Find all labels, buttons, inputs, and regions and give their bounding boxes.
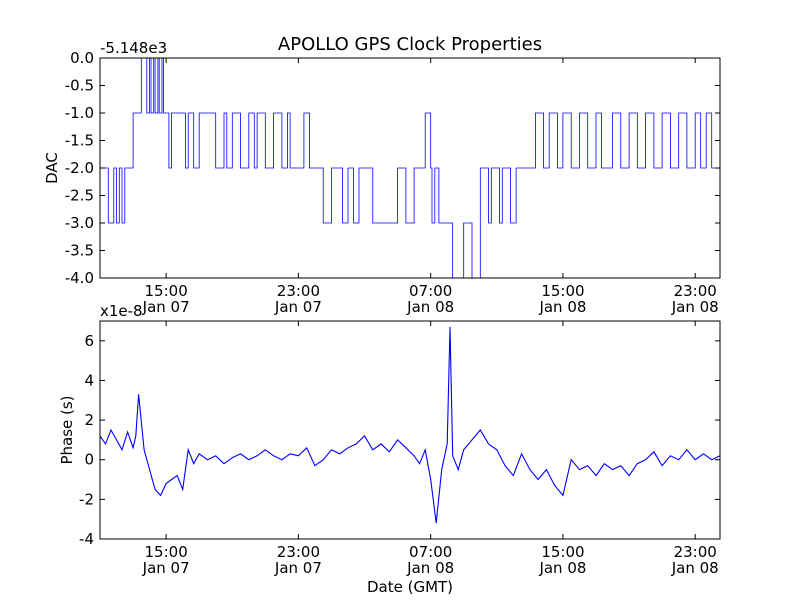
x-tick-date-label: Jan 07 — [142, 298, 190, 316]
x-tick-time-label: 23:00 — [674, 282, 717, 300]
x-tick-time-label: 15:00 — [145, 543, 188, 561]
x-tick-time-label: 15:00 — [541, 543, 584, 561]
x-tick-time-label: 15:00 — [145, 282, 188, 300]
y-tick-label: -3.0 — [65, 214, 94, 232]
x-tick-date-label: Jan 08 — [671, 559, 719, 577]
y-tick-label: -1.5 — [65, 132, 94, 150]
y-tick-label: -2.0 — [65, 159, 94, 177]
y-tick-label: 6 — [84, 332, 94, 350]
y-offset-label: -5.148e3 — [100, 39, 167, 57]
x-tick-date-label: Jan 08 — [538, 298, 586, 316]
y-tick-label: -2 — [79, 490, 94, 508]
plot-frame-2 — [99, 320, 721, 540]
x-tick-time-label: 23:00 — [277, 543, 320, 561]
y-tick-label: -4 — [79, 530, 94, 548]
y-tick-label: 0.0 — [70, 49, 94, 67]
y-axis-label: DAC — [43, 152, 61, 184]
x-tick-date-label: Jan 07 — [274, 559, 322, 577]
y-tick-label: -4.0 — [65, 269, 94, 287]
x-tick-time-label: 15:00 — [541, 282, 584, 300]
y-tick-label: -1.0 — [65, 104, 94, 122]
series-line-2-1 — [99, 326, 721, 524]
x-tick-time-label: 07:00 — [409, 543, 452, 561]
y-tick-label: 4 — [84, 371, 94, 389]
x-tick-time-label: 23:00 — [277, 282, 320, 300]
x-tick-time-label: 07:00 — [409, 282, 452, 300]
x-tick-time-label: 23:00 — [674, 543, 717, 561]
y-axis-label: Phase (s) — [58, 395, 76, 464]
y-offset-label: x1e-8 — [100, 302, 143, 320]
x-axis-label: Date (GMT) — [367, 578, 453, 596]
y-tick-label: -2.5 — [65, 187, 94, 205]
figure-title: APOLLO GPS Clock Properties — [278, 34, 542, 55]
x-tick-date-label: Jan 08 — [406, 559, 454, 577]
x-tick-date-label: Jan 07 — [274, 298, 322, 316]
x-tick-date-label: Jan 08 — [406, 298, 454, 316]
series-line-1-1 — [100, 57, 720, 279]
x-tick-date-label: Jan 07 — [142, 559, 190, 577]
y-tick-label: 2 — [84, 411, 94, 429]
y-tick-label: 0 — [84, 451, 94, 469]
y-tick-label: -0.5 — [65, 77, 94, 95]
x-tick-date-label: Jan 08 — [671, 298, 719, 316]
y-tick-label: -3.5 — [65, 242, 94, 260]
x-tick-date-label: Jan 08 — [538, 559, 586, 577]
panel-1: 0.0 -0.5 -1.0 -1.5 -2.0 -2.5 -3.0 -3.5 -4.0 15:00… — [43, 39, 721, 316]
